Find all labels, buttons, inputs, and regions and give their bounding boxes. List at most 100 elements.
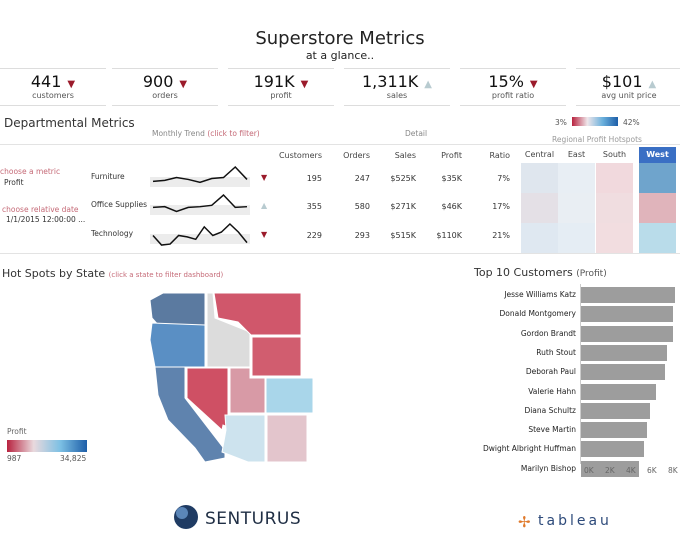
top-customers-subtitle: (Profit) bbox=[576, 269, 607, 279]
department-furniture[interactable]: Furniture bbox=[91, 172, 125, 181]
cell-ratio: 21% bbox=[492, 231, 510, 240]
kpi-value: $101 bbox=[601, 72, 643, 91]
state-map[interactable] bbox=[0, 0, 680, 480]
department-office-supplies[interactable]: Office Supplies bbox=[91, 200, 148, 209]
axis-tick: 2K bbox=[605, 466, 615, 475]
column-header-customers[interactable]: Customers bbox=[278, 151, 322, 160]
kpi-label: orders bbox=[152, 91, 178, 100]
customer-bar[interactable] bbox=[581, 306, 673, 323]
cell-profit: $35K bbox=[441, 174, 462, 183]
heatmap-cell[interactable] bbox=[596, 193, 633, 224]
customer-bar[interactable] bbox=[581, 325, 673, 342]
customer-bar[interactable] bbox=[581, 422, 647, 439]
customer-bar[interactable] bbox=[581, 287, 675, 303]
kpi-value: 441 bbox=[30, 72, 62, 91]
region-header-west[interactable]: West bbox=[639, 147, 676, 163]
map-title: Hot Spots by State bbox=[2, 267, 106, 280]
map-legend-min: 987 bbox=[7, 454, 22, 463]
trend-up-icon: ▲ bbox=[424, 79, 432, 90]
hotspot-legend-gradient bbox=[572, 117, 618, 126]
customer-name[interactable]: Dwight Albright Huffman bbox=[482, 444, 576, 454]
customer-bar[interactable] bbox=[581, 383, 657, 400]
cell-profit: $46K bbox=[441, 202, 462, 211]
customer-bar[interactable] bbox=[581, 460, 639, 477]
senturus-logo: SENTURUS bbox=[205, 509, 302, 529]
trend-down-icon: ▼ bbox=[67, 79, 76, 90]
customer-name[interactable]: Diana Schultz bbox=[524, 405, 576, 415]
heatmap-cell[interactable] bbox=[558, 163, 595, 194]
state-OR[interactable] bbox=[149, 322, 206, 368]
state-NM[interactable] bbox=[266, 414, 308, 463]
customer-name[interactable]: Valerie Hahn bbox=[528, 386, 576, 396]
tableau-logo-icon: ✢ bbox=[518, 513, 531, 531]
customer-bar[interactable] bbox=[581, 402, 650, 419]
customer-name[interactable]: Deborah Paul bbox=[525, 367, 576, 377]
metric-select[interactable]: Profit bbox=[4, 178, 24, 187]
legend-min: 3% bbox=[555, 118, 567, 127]
kpi-value: 15% bbox=[488, 72, 524, 91]
state-CO[interactable] bbox=[265, 377, 314, 414]
heatmap-cell[interactable] bbox=[521, 163, 558, 194]
region-header-central[interactable]: Central bbox=[524, 150, 555, 159]
map-legend-title: Profit bbox=[7, 427, 27, 436]
cell-customers: 195 bbox=[306, 174, 322, 183]
column-header-profit[interactable]: Profit bbox=[441, 151, 462, 160]
kpi-label: sales bbox=[386, 91, 408, 100]
region-header-east[interactable]: East bbox=[567, 150, 586, 159]
state-CA[interactable] bbox=[154, 366, 226, 463]
region-header-south[interactable]: South bbox=[602, 150, 627, 159]
map-legend-gradient bbox=[7, 440, 87, 452]
heatmap-cell[interactable] bbox=[639, 163, 676, 194]
map-legend-max: 34,825 bbox=[60, 454, 87, 463]
column-header-orders[interactable]: Orders bbox=[343, 151, 370, 160]
dashboard-title: Superstore Metrics bbox=[255, 28, 425, 49]
customer-name[interactable]: Jesse Williams Katz bbox=[504, 290, 576, 299]
axis-tick: 8K bbox=[668, 466, 678, 475]
trend-label: Monthly Trend bbox=[152, 129, 205, 138]
axis-tick: 4K bbox=[626, 466, 636, 475]
trend-filter-hint[interactable]: (click to filter) bbox=[207, 129, 260, 138]
cell-orders: 580 bbox=[354, 202, 370, 211]
customer-name[interactable]: Marilyn Bishop bbox=[520, 463, 576, 473]
customer-bar[interactable] bbox=[581, 364, 666, 381]
customer-name[interactable]: Donald Montgomery bbox=[499, 309, 577, 319]
state-UT[interactable] bbox=[229, 367, 266, 414]
heatmap-cell[interactable] bbox=[639, 223, 676, 254]
detail-label: Detail bbox=[405, 129, 428, 138]
metric-prompt: choose a metric bbox=[0, 167, 61, 176]
column-header-sales[interactable]: Sales bbox=[394, 151, 416, 160]
kpi-avg-unit-price: $101 ▲ avg unit price bbox=[576, 68, 680, 106]
customer-name[interactable]: Steve Martin bbox=[528, 425, 576, 435]
sparklines[interactable] bbox=[0, 0, 680, 260]
heatmap-cell[interactable] bbox=[558, 223, 595, 254]
hotspot-label: Regional Profit Hotspots bbox=[552, 135, 642, 144]
heatmap-cell[interactable] bbox=[639, 193, 676, 224]
column-header-ratio[interactable]: Ratio bbox=[489, 151, 510, 160]
department-technology[interactable]: Technology bbox=[91, 229, 134, 238]
kpi-profit-ratio: 15% ▼ profit ratio bbox=[460, 68, 566, 106]
sparkline-band bbox=[150, 234, 250, 244]
customer-name[interactable]: Ruth Stout bbox=[536, 347, 576, 357]
heatmap-cell[interactable] bbox=[596, 223, 633, 254]
kpi-orders: 900 ▼ orders bbox=[112, 68, 218, 106]
cell-sales: $271K bbox=[390, 202, 416, 211]
kpi-label: customers bbox=[32, 91, 74, 100]
state-WY[interactable] bbox=[251, 336, 302, 377]
state-MT[interactable] bbox=[213, 292, 302, 336]
state-WA[interactable] bbox=[149, 292, 206, 328]
senturus-logo-icon bbox=[174, 505, 198, 529]
heatmap-cell[interactable] bbox=[558, 193, 595, 224]
heatmap-cell[interactable] bbox=[521, 223, 558, 254]
kpi-value: 1,311K bbox=[362, 72, 419, 91]
heatmap-cell[interactable] bbox=[521, 193, 558, 224]
customer-name[interactable]: Gordon Brandt bbox=[520, 328, 576, 338]
heatmap-cell[interactable] bbox=[596, 163, 633, 194]
trend-up-icon: ▲ bbox=[648, 79, 657, 90]
date-select[interactable]: 1/1/2015 12:00:00 ... bbox=[6, 215, 86, 224]
state-AZ[interactable] bbox=[221, 414, 266, 463]
trend-down-icon: ▼ bbox=[261, 173, 268, 182]
customer-bar[interactable] bbox=[581, 441, 645, 458]
customer-bar[interactable] bbox=[581, 344, 668, 361]
state-NV[interactable] bbox=[186, 367, 229, 431]
kpi-sales: 1,311K ▲ sales bbox=[344, 68, 450, 106]
